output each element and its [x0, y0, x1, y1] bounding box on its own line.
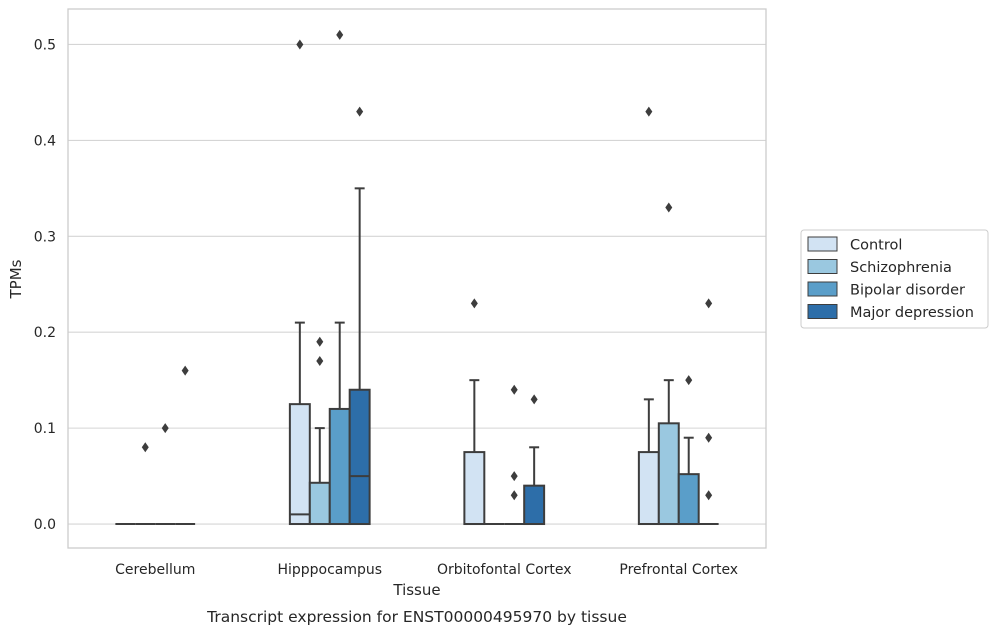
outlier-point	[316, 355, 324, 366]
x-axis-label: Tissue	[392, 581, 440, 599]
x-tick-label: Hipppocampus	[277, 562, 382, 578]
outlier-point	[181, 365, 189, 376]
box-hipppocampus	[348, 106, 371, 526]
legend-swatch-major-depression	[807, 304, 838, 319]
box-body	[348, 388, 371, 526]
box-orbitofontal-cortex	[523, 394, 546, 526]
legend-frame	[800, 229, 989, 329]
y-tick-label: 0.1	[34, 421, 56, 437]
plot-frame	[67, 8, 767, 549]
outlier-point	[665, 202, 673, 213]
box-prefrontal-cortex	[677, 375, 700, 526]
outlier-point	[645, 106, 653, 117]
box-body	[463, 451, 486, 526]
box-body	[657, 422, 680, 526]
outlier-point	[705, 432, 713, 443]
box-body	[523, 484, 546, 526]
y-tick-label: 0.3	[34, 229, 56, 245]
box-hipppocampus	[308, 336, 331, 526]
outlier-point	[336, 29, 344, 40]
legend-label-control: Control	[850, 238, 902, 254]
legend-label-bipolar-disorder: Bipolar disorder	[850, 283, 965, 299]
y-axis-label: TPMs	[7, 259, 25, 299]
outlier-point	[510, 490, 518, 501]
outlier-point	[530, 394, 538, 405]
outlier-point	[470, 298, 478, 309]
y-tick-label: 0.0	[34, 517, 56, 533]
outlier-point	[705, 490, 713, 501]
series-control	[115, 39, 660, 526]
box-body	[328, 407, 351, 526]
legend: Control Schizophrenia Bipolar disorder Majo…	[800, 229, 989, 329]
outlier-point	[296, 39, 304, 50]
series-major-depression	[175, 106, 719, 526]
x-tick-label: Cerebellum	[115, 562, 195, 578]
outlier-point	[510, 384, 518, 395]
chart-caption: Transcript expression for ENST0000049597…	[206, 608, 627, 626]
y-tick-label: 0.2	[34, 325, 56, 341]
outlier-point	[161, 423, 169, 434]
x-tick-label: Prefrontal Cortex	[619, 562, 738, 578]
outlier-point	[685, 375, 693, 386]
outlier-point	[705, 298, 713, 309]
y-axis-ticks: 0.0 0.1 0.2 0.3 0.4 0.5	[34, 37, 56, 533]
x-tick-label: Orbitofontal Cortex	[437, 562, 572, 578]
box-plot-series	[115, 29, 719, 526]
box-cerebellum	[175, 365, 196, 526]
legend-swatch-bipolar-disorder	[807, 281, 838, 297]
y-tick-label: 0.4	[34, 133, 56, 149]
box-cerebellum	[135, 442, 156, 526]
y-tick-label: 0.5	[34, 37, 56, 53]
outlier-point	[356, 106, 364, 117]
box-hipppocampus	[288, 39, 311, 526]
box-orbitofontal-cortex	[504, 384, 525, 526]
box-body	[677, 473, 700, 526]
legend-label-schizophrenia: Schizophrenia	[850, 260, 952, 276]
x-axis-ticks: Cerebellum Hipppocampus Orbitofontal Corte…	[115, 562, 738, 578]
box-orbitofontal-cortex	[463, 298, 486, 526]
series-bipolar-disorder	[155, 29, 700, 526]
legend-swatch-control	[807, 236, 838, 252]
box-body	[637, 451, 660, 526]
box-prefrontal-cortex	[698, 298, 719, 526]
box-prefrontal-cortex	[657, 202, 680, 526]
outlier-point	[510, 471, 518, 482]
box-body	[308, 481, 331, 526]
legend-label-major-depression: Major depression	[850, 305, 974, 321]
outlier-point	[141, 442, 149, 453]
box-prefrontal-cortex	[637, 106, 660, 526]
box-body	[288, 403, 311, 526]
outlier-point	[316, 336, 324, 347]
series-schizophrenia	[135, 202, 680, 526]
box-hipppocampus	[328, 29, 351, 526]
box-cerebellum	[155, 423, 176, 526]
legend-swatch-schizophrenia	[807, 259, 838, 274]
